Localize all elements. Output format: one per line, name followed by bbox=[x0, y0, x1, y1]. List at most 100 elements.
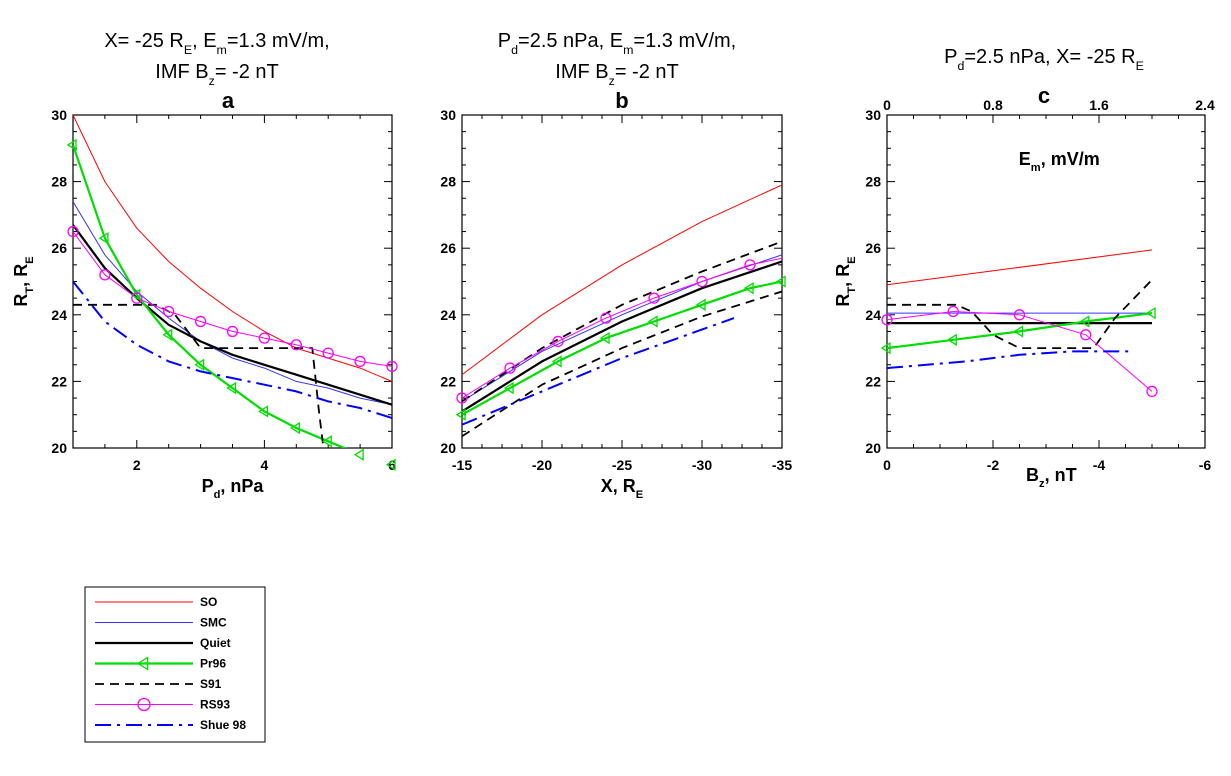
panel-header-line2: IMF Bz= -2 nT bbox=[555, 61, 678, 88]
circle-marker bbox=[504, 362, 516, 374]
x-tick-label: -15 bbox=[452, 457, 472, 473]
circle-marker bbox=[131, 292, 143, 304]
triangle-marker bbox=[743, 281, 754, 295]
y-tick-label: 28 bbox=[865, 174, 881, 190]
legend-item: Quiet bbox=[95, 636, 231, 650]
triangle-marker bbox=[226, 381, 237, 395]
plot-frame bbox=[72, 114, 393, 449]
triangle-marker bbox=[551, 355, 562, 368]
y-tick-label: 20 bbox=[51, 440, 67, 456]
series-pr96 bbox=[462, 280, 782, 416]
x-tick-label: 4 bbox=[261, 457, 269, 473]
series-layer bbox=[73, 115, 392, 448]
y-tick-label: 28 bbox=[51, 174, 67, 190]
series-pr96 bbox=[73, 144, 347, 448]
triangle-marker bbox=[599, 331, 610, 345]
circle-marker bbox=[354, 355, 366, 368]
triangle-marker bbox=[775, 275, 786, 288]
legend-label: SO bbox=[200, 595, 217, 609]
circle-marker bbox=[194, 315, 207, 328]
series-layer bbox=[462, 184, 782, 438]
panel-b: Pd=2.5 nPa, Em=1.3 mV/m, IMF Bz= -2 nTb 20… bbox=[440, 30, 792, 501]
x-tick-label: -6 bbox=[1199, 457, 1212, 473]
triangle-marker bbox=[880, 341, 891, 355]
series-pr96 bbox=[887, 312, 1153, 350]
series-quiet bbox=[73, 224, 392, 406]
series-so bbox=[73, 115, 392, 382]
top-x-tick-label: 0.8 bbox=[983, 97, 1003, 113]
x-tick-label: -4 bbox=[1093, 457, 1106, 473]
y-tick-label: 24 bbox=[51, 307, 67, 323]
triangle-marker bbox=[194, 358, 205, 371]
legend-item: Shue 98 bbox=[95, 718, 246, 732]
series-smc bbox=[73, 201, 392, 406]
x-tick-label: -30 bbox=[692, 457, 712, 473]
triangle-marker bbox=[695, 298, 706, 311]
y-tick-label: 22 bbox=[51, 373, 67, 389]
circle-marker bbox=[696, 275, 708, 288]
panel-header-line1: Pd=2.5 nPa, Em=1.3 mV/m, bbox=[498, 30, 736, 57]
triangle-marker bbox=[385, 458, 396, 471]
circle-marker bbox=[67, 225, 79, 238]
circle-marker bbox=[322, 347, 334, 359]
circle-marker bbox=[600, 312, 612, 324]
circle-marker bbox=[226, 325, 239, 338]
top-x-tick-label: 0 bbox=[883, 97, 891, 113]
legend-item: S91 bbox=[95, 677, 222, 691]
x-axis-title: Pd, nPa bbox=[202, 476, 265, 501]
series-quiet bbox=[462, 260, 782, 413]
y-axis-title: RT, RE bbox=[833, 256, 858, 306]
series-rs93 bbox=[73, 231, 392, 367]
legend-item: SMC bbox=[95, 616, 227, 630]
triangle-marker bbox=[353, 448, 364, 461]
series-s91 bbox=[462, 240, 782, 403]
triangle-marker bbox=[162, 328, 173, 341]
circle-marker bbox=[386, 360, 398, 373]
legend-item: SO bbox=[95, 595, 217, 609]
x-tick-label: -25 bbox=[612, 457, 632, 473]
x-axis-title: X, RE bbox=[601, 476, 643, 501]
y-tick-label: 26 bbox=[865, 240, 881, 256]
panel-label: b bbox=[615, 88, 628, 113]
top-x-tick-label: 1.6 bbox=[1089, 97, 1109, 113]
top-x-tick-label: 2.4 bbox=[1195, 97, 1215, 113]
legend-item: Pr96 bbox=[95, 656, 226, 671]
x-tick-label: 2 bbox=[133, 457, 141, 473]
series-shue-98 bbox=[887, 350, 1131, 370]
y-tick-label: 30 bbox=[440, 107, 456, 123]
triangle-marker bbox=[66, 138, 77, 152]
y-tick-label: 28 bbox=[440, 174, 456, 190]
legend: SO SMC Quiet Pr96 S91 RS93 Shue 98 bbox=[84, 586, 266, 743]
circle-marker bbox=[744, 259, 756, 271]
triangle-marker bbox=[258, 405, 269, 418]
panel-label: a bbox=[222, 88, 235, 113]
circle-marker bbox=[947, 305, 959, 318]
y-tick-label: 26 bbox=[440, 240, 456, 256]
y-tick-label: 30 bbox=[865, 107, 881, 123]
triangle-marker bbox=[1079, 315, 1090, 328]
y-tick-label: 24 bbox=[865, 307, 881, 323]
y-tick-label: 22 bbox=[865, 373, 881, 389]
legend-label: Shue 98 bbox=[200, 718, 246, 732]
y-tick-label: 24 bbox=[440, 307, 456, 323]
circle-marker bbox=[1013, 309, 1026, 321]
legend-item: RS93 bbox=[95, 698, 230, 712]
series-s91 bbox=[887, 279, 1153, 350]
triangle-marker bbox=[455, 408, 466, 421]
circle-marker bbox=[881, 314, 893, 326]
triangle-marker bbox=[647, 315, 658, 328]
panel-label: c bbox=[1038, 83, 1050, 108]
triangle-marker bbox=[947, 333, 957, 346]
y-axis-title: RT, RE bbox=[11, 256, 36, 306]
circle-marker bbox=[137, 697, 151, 712]
panel-a: X= -25 RE, Em=1.3 mV/m, IMF Bz= -2 nTa 20 2… bbox=[11, 30, 398, 501]
x-tick-label: -35 bbox=[772, 457, 792, 473]
series-s91 bbox=[73, 303, 325, 448]
series-rs93 bbox=[887, 311, 1153, 392]
circle-marker bbox=[290, 339, 302, 351]
triangle-marker bbox=[321, 435, 332, 448]
series-so bbox=[462, 184, 782, 376]
triangle-marker bbox=[98, 232, 109, 245]
